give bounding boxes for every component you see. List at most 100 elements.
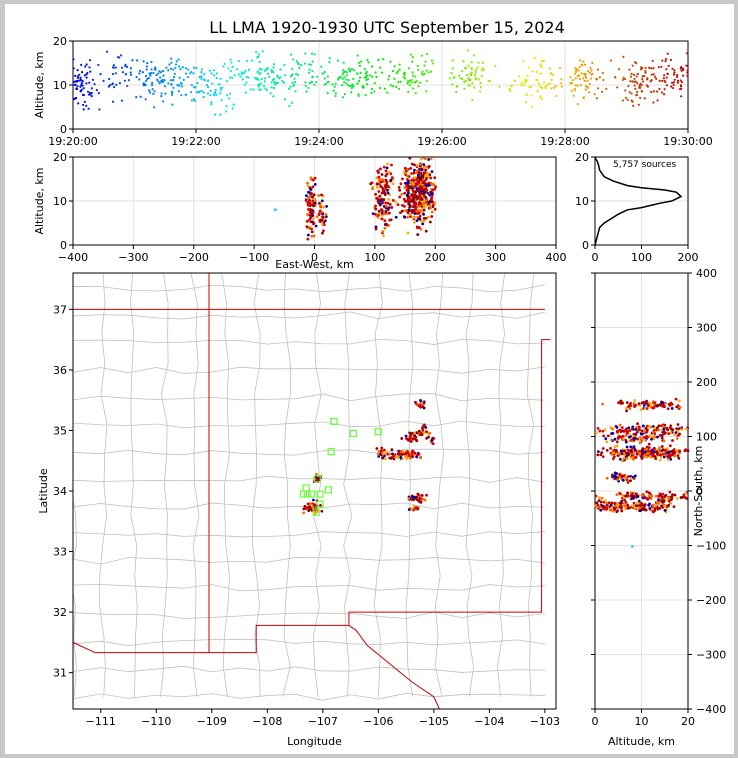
source-point <box>162 100 165 103</box>
source-point <box>414 80 417 84</box>
source-point <box>105 50 109 53</box>
source-point <box>257 85 260 88</box>
source-point <box>518 75 521 78</box>
source-point <box>429 70 433 73</box>
source-point <box>371 187 374 191</box>
y-tick-label: −100 <box>696 540 726 553</box>
source-point <box>73 83 76 87</box>
source-point <box>613 437 617 441</box>
source-point <box>671 67 674 70</box>
source-point <box>427 181 431 185</box>
source-point <box>680 95 683 98</box>
source-point <box>311 69 314 73</box>
source-point <box>366 58 369 62</box>
source-point <box>376 453 380 456</box>
source-point <box>197 91 200 94</box>
source-point <box>213 93 216 97</box>
source-point <box>605 440 609 444</box>
source-point <box>160 95 163 98</box>
x-tick-label: 300 <box>485 251 506 264</box>
source-point <box>642 400 645 404</box>
source-point <box>433 176 437 180</box>
source-point <box>595 501 599 505</box>
source-point <box>682 68 685 71</box>
source-point <box>90 91 93 94</box>
source-point <box>384 204 388 208</box>
source-point <box>662 439 666 443</box>
source-point <box>671 439 674 442</box>
source-point <box>306 213 309 216</box>
source-point <box>474 68 477 72</box>
source-point <box>167 82 170 85</box>
source-point <box>624 89 627 92</box>
x-tick-label: 19:30:00 <box>663 135 712 148</box>
x-tick-label: −200 <box>179 251 209 264</box>
source-point <box>420 192 424 196</box>
source-point <box>646 85 650 88</box>
source-point <box>425 69 428 72</box>
source-point <box>637 402 641 406</box>
source-point <box>370 181 374 185</box>
source-point <box>413 194 417 198</box>
source-point <box>632 477 636 480</box>
source-point <box>479 86 482 89</box>
source-point <box>401 209 404 213</box>
source-point <box>638 440 642 444</box>
source-point <box>405 437 408 440</box>
source-point <box>112 64 115 67</box>
source-point <box>357 93 360 96</box>
source-point <box>419 181 423 184</box>
source-point <box>311 60 314 63</box>
source-point <box>639 432 643 436</box>
source-point <box>634 456 637 459</box>
source-point <box>663 405 666 409</box>
source-point <box>422 180 426 184</box>
source-point <box>409 440 413 443</box>
source-point <box>624 494 628 498</box>
source-point <box>404 434 408 438</box>
source-point <box>304 507 308 510</box>
source-point <box>190 70 193 74</box>
source-point <box>620 507 623 510</box>
source-point <box>377 190 381 193</box>
source-point <box>80 70 84 74</box>
source-point <box>425 436 428 440</box>
source-point <box>423 195 426 198</box>
source-point <box>266 72 270 75</box>
source-point <box>305 90 308 93</box>
source-point <box>657 424 661 428</box>
source-point <box>78 73 81 76</box>
source-point <box>411 60 414 63</box>
source-point <box>405 184 408 188</box>
source-point <box>603 499 607 502</box>
source-point <box>190 84 193 87</box>
source-point <box>686 449 690 453</box>
source-point <box>672 83 675 87</box>
source-point <box>407 497 411 500</box>
source-point <box>345 74 348 77</box>
source-point <box>669 457 673 461</box>
source-point <box>402 197 406 201</box>
source-point <box>669 58 673 62</box>
source-point <box>356 72 359 75</box>
source-point <box>269 92 272 95</box>
source-point <box>416 233 420 236</box>
source-point <box>180 82 183 85</box>
source-point <box>421 426 424 430</box>
source-point <box>530 85 533 89</box>
source-point <box>686 71 689 74</box>
source-point <box>264 77 267 80</box>
source-point <box>403 200 407 203</box>
county-line <box>73 420 545 429</box>
source-point <box>347 84 350 87</box>
source-point <box>79 89 83 92</box>
source-point <box>80 63 83 66</box>
source-point <box>448 77 451 80</box>
source-point <box>145 79 148 83</box>
source-point <box>202 91 205 94</box>
source-point <box>320 218 324 222</box>
source-point <box>572 94 575 97</box>
source-point <box>601 455 605 459</box>
source-point <box>682 493 686 497</box>
source-point <box>663 74 666 77</box>
